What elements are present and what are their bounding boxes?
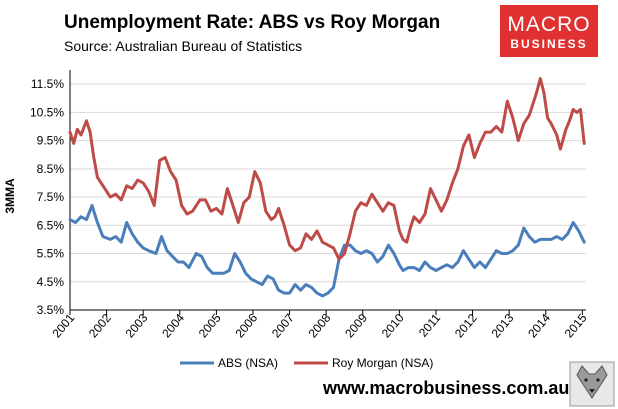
x-tick-label: 2006 xyxy=(232,311,260,341)
x-tick-label: 2012 xyxy=(452,311,480,341)
y-tick-label: 3.5% xyxy=(37,303,65,317)
y-tick-label: 9.5% xyxy=(37,134,65,148)
x-tick-label: 2013 xyxy=(489,311,517,341)
y-tick-label: 7.5% xyxy=(37,190,65,204)
x-tick-label: 2004 xyxy=(159,311,187,341)
x-tick-label: 2007 xyxy=(269,311,297,341)
x-tick-label: 2003 xyxy=(123,311,151,341)
y-tick-label: 10.5% xyxy=(30,105,64,119)
y-tick-label: 5.5% xyxy=(37,247,65,261)
macrobusiness-logo: MACRO BUSINESS xyxy=(500,5,598,57)
wolf-emblem-icon xyxy=(569,361,615,407)
x-tick-label: 2008 xyxy=(306,311,334,341)
logo-background xyxy=(500,5,598,57)
x-tick-label: 2009 xyxy=(342,311,370,341)
axes xyxy=(69,70,586,311)
x-ticks: 2001 2002 2003 2004 2005 2006 2007 2008 2009 2010… xyxy=(49,310,590,341)
x-tick-label: 2011 xyxy=(416,311,444,340)
x-tick-label: 2002 xyxy=(86,311,114,341)
website-url: www.macrobusiness.com.au xyxy=(322,378,569,398)
logo-line1: MACRO xyxy=(507,13,590,36)
series-line-abs xyxy=(68,204,586,298)
chart-subtitle: Source: Australian Bureau of Statistics xyxy=(64,38,302,54)
x-tick-label: 2014 xyxy=(525,311,553,341)
y-ticks: 3.5% 4.5% 5.5% 6.5% 7.5% 8.5% 9.5% 10.5% 11.5% xyxy=(30,77,64,317)
legend: ABS (NSA) Roy Morgan (NSA) xyxy=(180,356,433,370)
legend-abs-label: ABS (NSA) xyxy=(218,356,278,370)
series-line-roy-morgan xyxy=(68,77,586,261)
x-tick-label: 2015 xyxy=(562,311,590,341)
series-lines xyxy=(68,77,586,298)
x-tick-label: 2010 xyxy=(379,311,407,341)
legend-roy-morgan-label: Roy Morgan (NSA) xyxy=(332,356,433,370)
y-axis-label: 3MMA xyxy=(3,178,17,214)
logo-line2: BUSINESS xyxy=(510,37,587,51)
y-tick-label: 11.5% xyxy=(31,77,64,91)
gridlines xyxy=(70,83,586,311)
y-tick-label: 4.5% xyxy=(37,275,65,289)
y-tick-label: 8.5% xyxy=(37,162,65,176)
chart-title: Unemployment Rate: ABS vs Roy Morgan xyxy=(64,12,440,33)
x-tick-label: 2005 xyxy=(196,311,224,341)
y-tick-label: 6.5% xyxy=(37,218,65,232)
